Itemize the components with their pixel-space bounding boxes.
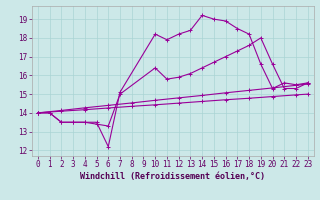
X-axis label: Windchill (Refroidissement éolien,°C): Windchill (Refroidissement éolien,°C) (80, 172, 265, 181)
